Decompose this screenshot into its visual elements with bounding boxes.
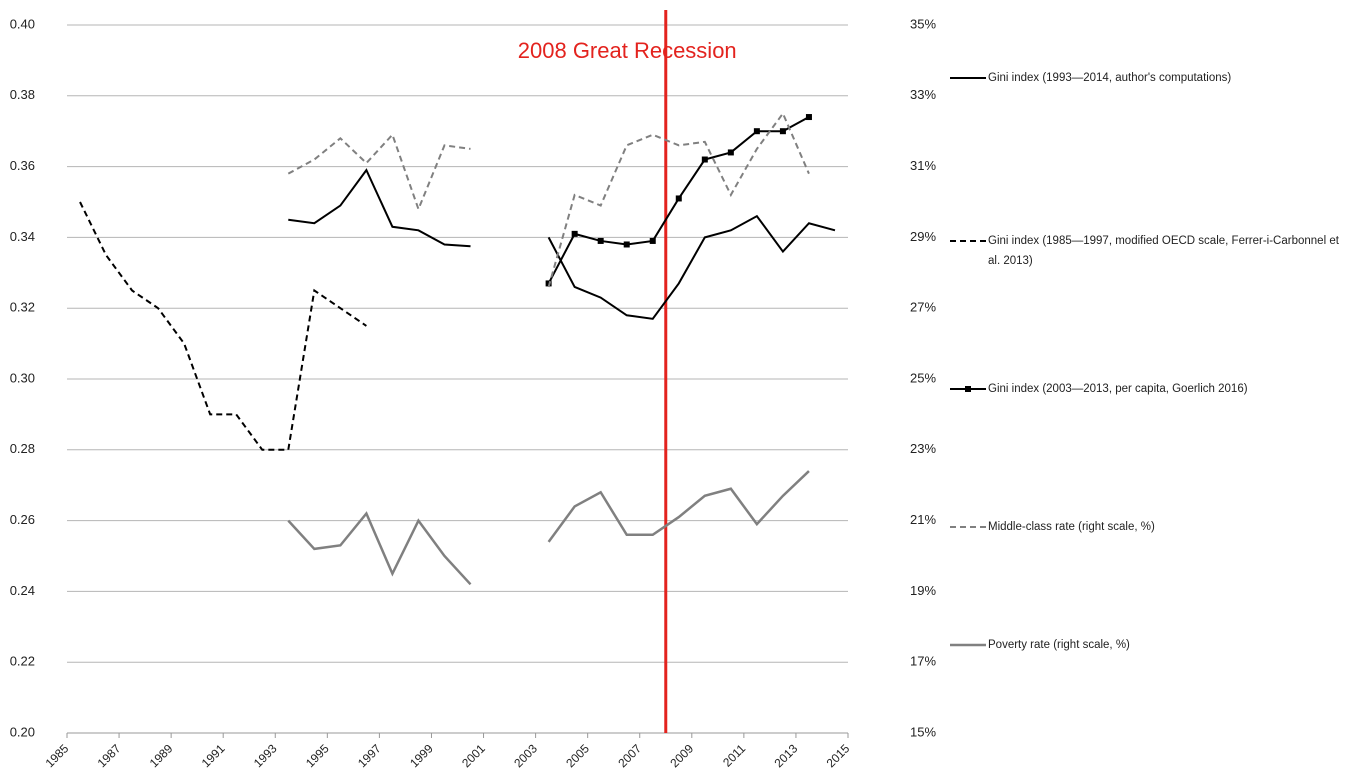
series-marker [597,237,604,244]
series-line [287,132,471,212]
series-marker [753,128,760,135]
legend-label: Middle-class rate (right scale, %) [988,521,1155,533]
y-tick-label: 0.36 [10,158,35,173]
y2-tick-label: 17% [910,654,936,669]
legend-item: Gini index (1985—1997, modified OECD sca… [948,231,1348,271]
y-tick-label: 0.26 [10,512,35,527]
series-marker [727,149,734,156]
y-tick-label: 0.40 [10,16,35,31]
legend-swatch [950,240,986,242]
y-tick-label: 0.22 [10,654,35,669]
legend-swatch [950,526,986,528]
y2-tick-label: 23% [910,441,936,456]
x-tick-label: 1995 [303,741,332,770]
series-marker [779,128,786,135]
legend-swatch [950,386,986,392]
series-line [547,111,810,288]
y-tick-label: 0.24 [10,583,35,598]
series-line [287,511,472,586]
y-tick-label: 0.28 [10,441,35,456]
y2-tick-label: 21% [910,512,936,527]
x-tick-label: 1991 [199,741,228,770]
series-marker [649,237,656,244]
y2-tick-label: 19% [910,583,936,598]
x-tick-label: 2005 [563,741,592,770]
legend-item: Poverty rate (right scale, %) [948,635,1348,655]
x-tick-label: 1987 [95,741,124,770]
legend-label: Gini index (2003—2013, per capita, Goerl… [988,383,1248,395]
y-tick-label: 0.30 [10,370,35,385]
x-tick-label: 1993 [251,741,280,770]
y2-tick-label: 27% [910,300,936,315]
x-tick-label: 1997 [355,741,384,770]
series-line [547,214,836,320]
y-tick-label: 0.34 [10,229,35,244]
x-tick-label: 2007 [615,741,644,770]
series-line [547,470,810,543]
series-marker [571,230,578,237]
legend-item: Middle-class rate (right scale, %) [948,517,1348,537]
y2-tick-label: 29% [910,229,936,244]
y-tick-label: 0.32 [10,300,35,315]
x-tick-label: 2011 [720,741,748,769]
y-tick-label: 0.38 [10,87,35,102]
legend-item: Gini index (2003—2013, per capita, Goerl… [948,379,1348,399]
y-tick-label: 0.20 [10,724,35,739]
y2-tick-label: 15% [910,724,936,739]
legend-item: Gini index (1993—2014, author's computat… [948,68,1348,88]
x-tick-label: 1985 [43,741,72,770]
legend-label: Poverty rate (right scale, %) [988,639,1130,651]
y2-tick-label: 33% [910,87,936,102]
legend-swatch [950,77,986,79]
x-tick-label: 2009 [667,741,696,770]
y2-tick-label: 25% [910,370,936,385]
series-marker [675,195,682,202]
legend-label: Gini index (1993—2014, author's computat… [988,72,1232,84]
series-marker [701,156,708,163]
x-tick-label: 2001 [459,741,488,770]
y2-tick-label: 31% [910,158,936,173]
x-tick-label: 1999 [407,741,436,770]
series-line [288,168,471,248]
legend-swatch [950,643,986,647]
x-tick-label: 2003 [511,741,540,770]
annotation-text: 2008 Great Recession [518,38,737,63]
x-tick-label: 2015 [824,741,853,770]
legend-label: Gini index (1985—1997, modified OECD sca… [988,235,1339,267]
x-tick-label: 1989 [147,741,176,770]
x-tick-label: 2013 [772,741,801,770]
series-marker [623,241,630,248]
y2-tick-label: 35% [910,16,936,31]
series-line [79,201,367,451]
legend-marker [965,386,971,392]
series-marker [805,114,812,121]
